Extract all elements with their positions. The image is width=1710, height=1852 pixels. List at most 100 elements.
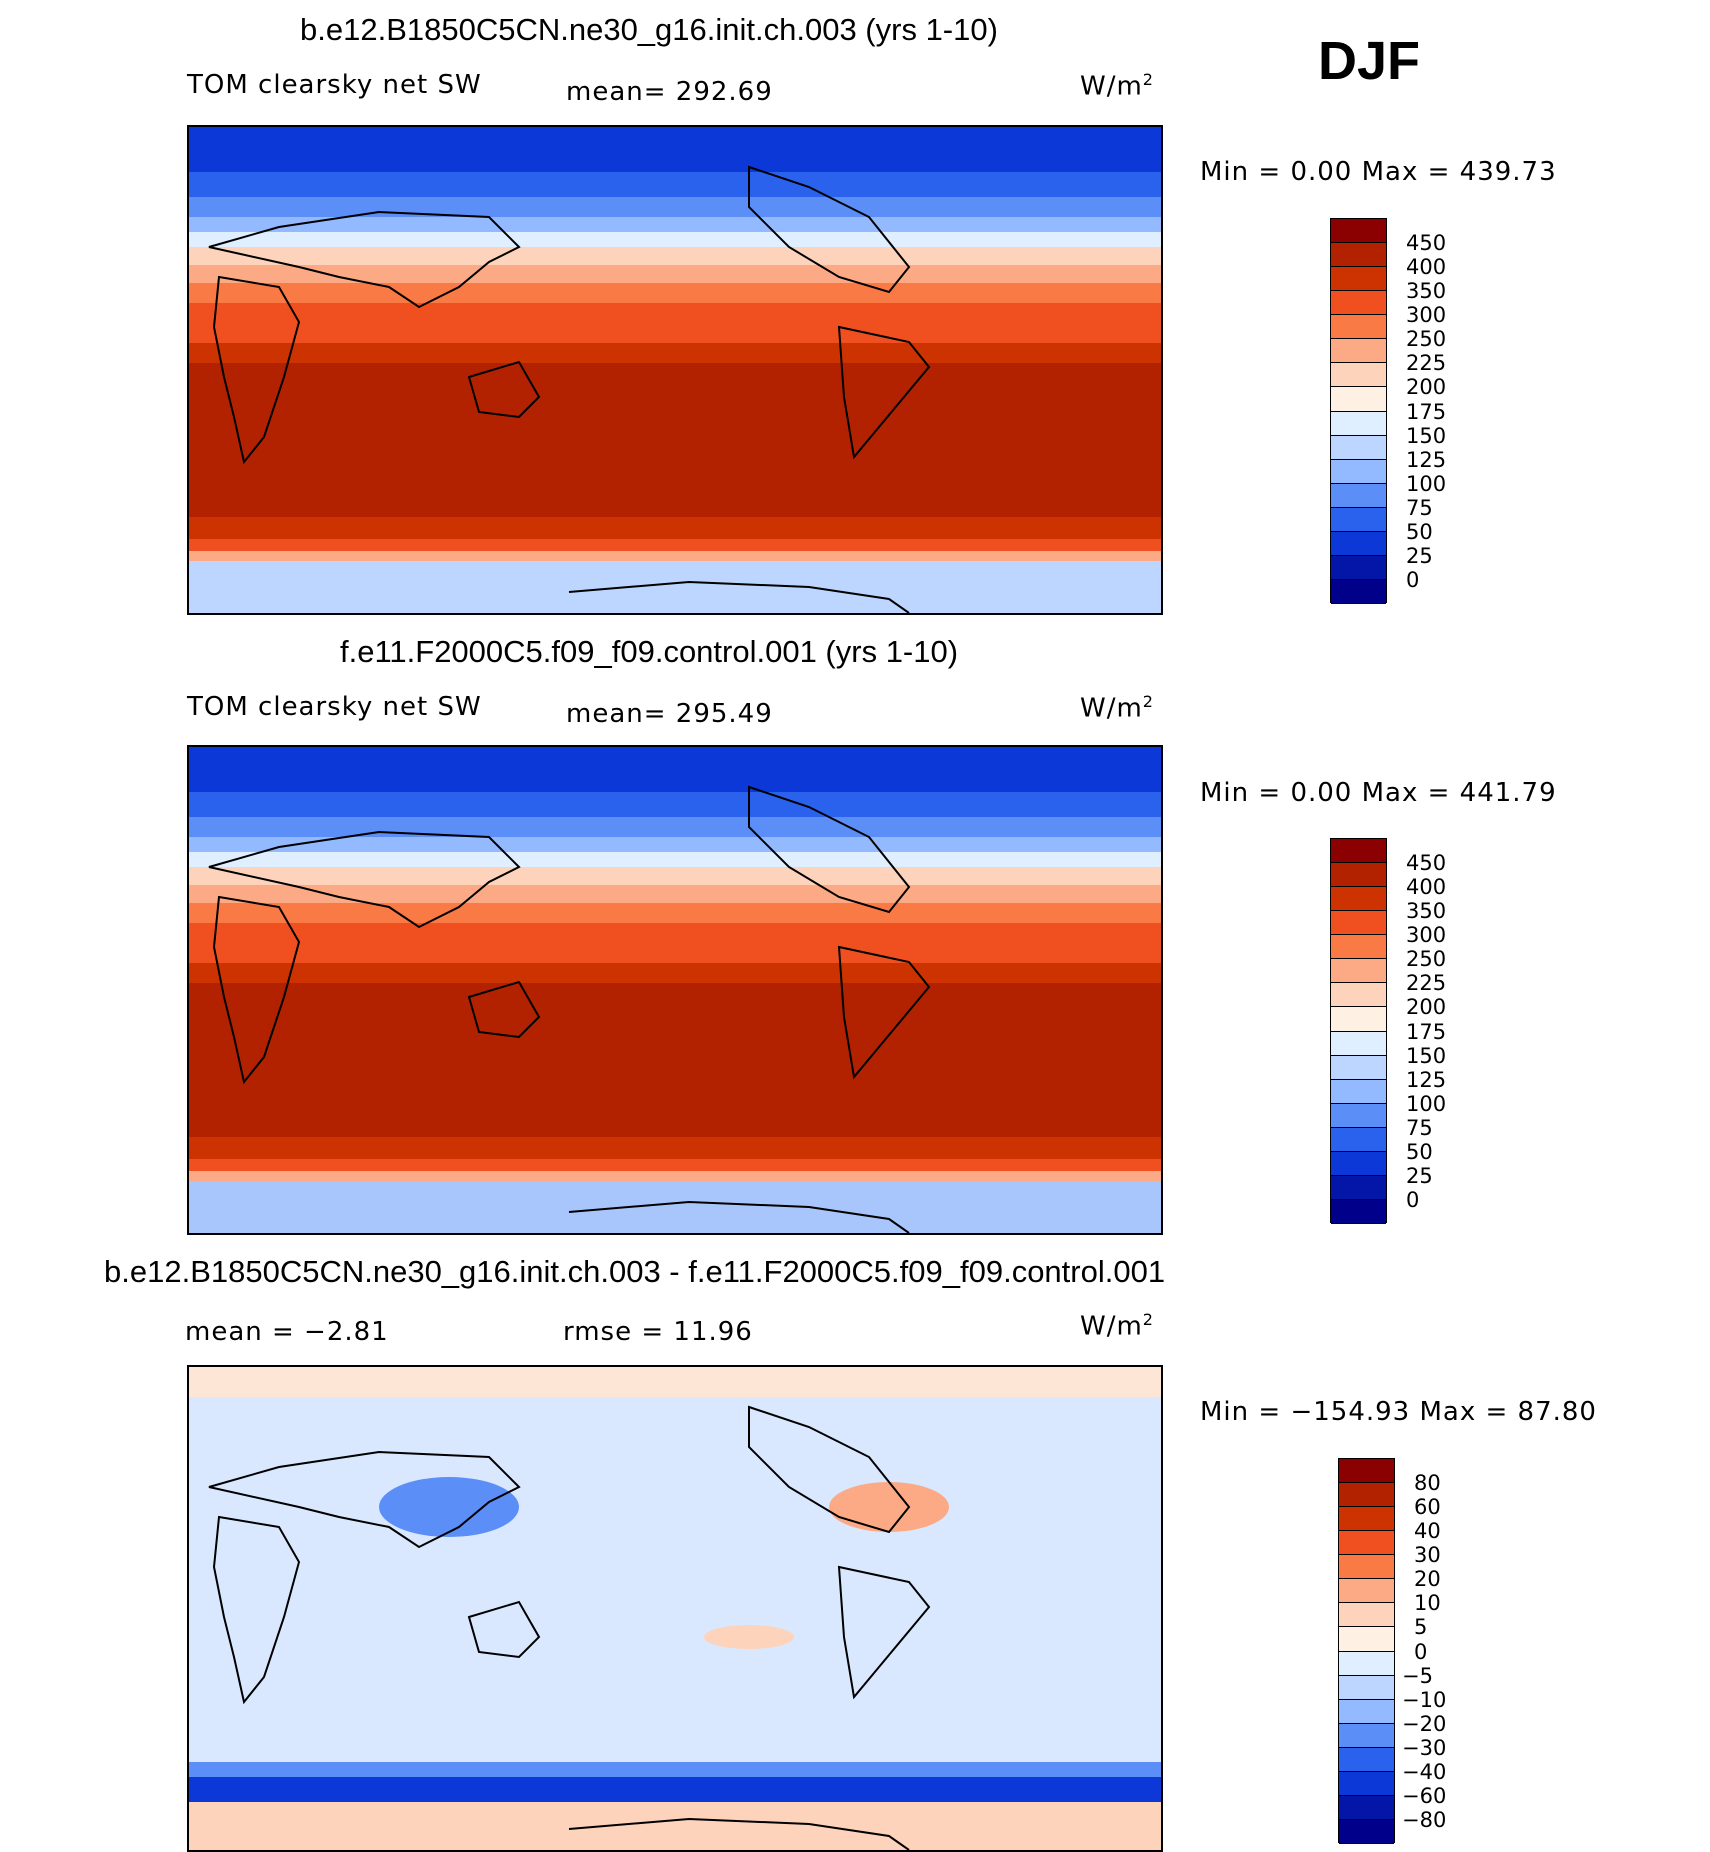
colorbar-box [1339, 1795, 1394, 1820]
colorbar-label: 200 [1406, 375, 1447, 400]
colorbar-box [1331, 1031, 1386, 1056]
colorbar-box [1331, 1079, 1386, 1104]
map-band [189, 963, 1161, 983]
panel-2-colorbar: 450 400 350 300 250 225 200 175 150 125 100 75 50 25 0 [1330, 838, 1446, 1224]
map-band [189, 343, 1161, 363]
colorbar-box [1331, 483, 1386, 508]
colorbar-box [1339, 1819, 1394, 1844]
colorbar-label: 25 [1406, 1163, 1433, 1188]
panel-1-variable: TOM clearsky net SW [187, 70, 482, 100]
colorbar-label: 100 [1406, 1091, 1447, 1116]
colorbar-box [1331, 507, 1386, 532]
colorbar-label: 75 [1406, 1115, 1433, 1140]
colorbar-label: 450 [1406, 851, 1447, 876]
colorbar-label: 30 [1414, 1543, 1441, 1568]
colorbar-label: −30 [1402, 1735, 1447, 1760]
colorbar-label: 175 [1406, 1019, 1447, 1044]
colorbar-box [1331, 555, 1386, 580]
colorbar-box [1331, 579, 1386, 604]
map-band [189, 232, 1161, 247]
colorbar-label: 50 [1406, 519, 1433, 544]
panel-1-units: W/m2 [1080, 70, 1154, 102]
panel-2-map-svg [189, 747, 1161, 1233]
colorbar-label: 250 [1406, 947, 1447, 972]
colorbar-label: 25 [1406, 543, 1433, 568]
map-band [189, 747, 1161, 792]
colorbar-box [1331, 363, 1386, 388]
colorbar-label: 225 [1406, 971, 1447, 996]
map-band [189, 1802, 1161, 1850]
panel-2-units: W/m2 [1080, 692, 1154, 724]
colorbar-label: 250 [1406, 327, 1447, 352]
colorbar-label: −40 [1402, 1759, 1447, 1784]
colorbar-box [1331, 1103, 1386, 1128]
map-band [189, 885, 1161, 903]
colorbar-label: 350 [1406, 279, 1447, 304]
colorbar-label: 5 [1414, 1615, 1428, 1640]
map-band [189, 561, 1161, 613]
panel-2-map [187, 745, 1163, 1235]
colorbar-box [1331, 887, 1386, 912]
map-band [189, 867, 1161, 885]
colorbar-label: 0 [1406, 1187, 1420, 1212]
map-band [189, 1181, 1161, 1233]
colorbar-label: 100 [1406, 471, 1447, 496]
colorbar-box [1339, 1507, 1394, 1532]
colorbar-label: −60 [1402, 1783, 1447, 1808]
colorbar-label: 350 [1406, 899, 1447, 924]
panel-1-mean: mean= 292.69 [566, 77, 773, 107]
map-anomaly [829, 1482, 949, 1532]
coastlines [208, 1405, 931, 1850]
map-band [189, 551, 1161, 561]
coastlines [208, 165, 931, 613]
map-band [189, 1367, 1161, 1397]
colorbar-box [1339, 1675, 1394, 1700]
colorbar-label: 10 [1414, 1591, 1441, 1616]
map-band [189, 1137, 1161, 1159]
colorbar-label: 400 [1406, 875, 1447, 900]
panel-3-title: b.e12.B1850C5CN.ne30_g16.init.ch.003 - f… [104, 1254, 1166, 1289]
colorbar-box [1339, 1771, 1394, 1796]
colorbar-box [1331, 983, 1386, 1008]
panel-3-rmse: rmse = 11.96 [563, 1317, 753, 1347]
map-band [189, 127, 1161, 172]
panel-3-map [187, 1365, 1163, 1852]
panel-2-minmax: Min = 0.00 Max = 441.79 [1200, 778, 1557, 808]
colorbar-box [1331, 435, 1386, 460]
colorbar-label: 125 [1406, 447, 1447, 472]
panel-3-mean: mean = −2.81 [185, 1317, 389, 1347]
colorbar-box [1331, 243, 1386, 268]
colorbar-box [1331, 315, 1386, 340]
map-band [189, 517, 1161, 539]
colorbar-box [1339, 1555, 1394, 1580]
colorbar-box [1331, 219, 1386, 244]
panel-1-colorbar: 450 400 350 300 250 225 200 175 150 125 100 75 50 25 0 [1330, 218, 1446, 604]
colorbar-box [1339, 1579, 1394, 1604]
map-band [189, 903, 1161, 923]
colorbar-box [1331, 1127, 1386, 1152]
colorbar-label: 300 [1406, 303, 1447, 328]
colorbar-box [1331, 1055, 1386, 1080]
colorbar-box [1339, 1723, 1394, 1748]
map-band [189, 247, 1161, 265]
colorbar-box [1339, 1459, 1394, 1484]
colorbar-box [1339, 1651, 1394, 1676]
colorbar-box [1331, 339, 1386, 364]
panel-2-variable: TOM clearsky net SW [187, 692, 482, 722]
map-anomaly [704, 1625, 794, 1649]
panel-3-minmax: Min = −154.93 Max = 87.80 [1200, 1397, 1597, 1427]
map-band [189, 1171, 1161, 1181]
map-band [189, 303, 1161, 343]
colorbar-label: 175 [1406, 399, 1447, 424]
colorbar-box [1331, 911, 1386, 936]
panel-1-minmax: Min = 0.00 Max = 439.73 [1200, 157, 1557, 187]
colorbar-label: 125 [1406, 1067, 1447, 1092]
colorbar-box [1339, 1699, 1394, 1724]
map-band [189, 923, 1161, 963]
colorbar-label: 0 [1406, 567, 1420, 592]
panel-2-mean: mean= 295.49 [566, 699, 773, 729]
colorbar-box [1331, 1175, 1386, 1200]
colorbar-box [1331, 291, 1386, 316]
colorbar-label: 60 [1414, 1495, 1441, 1520]
map-band [189, 217, 1161, 232]
